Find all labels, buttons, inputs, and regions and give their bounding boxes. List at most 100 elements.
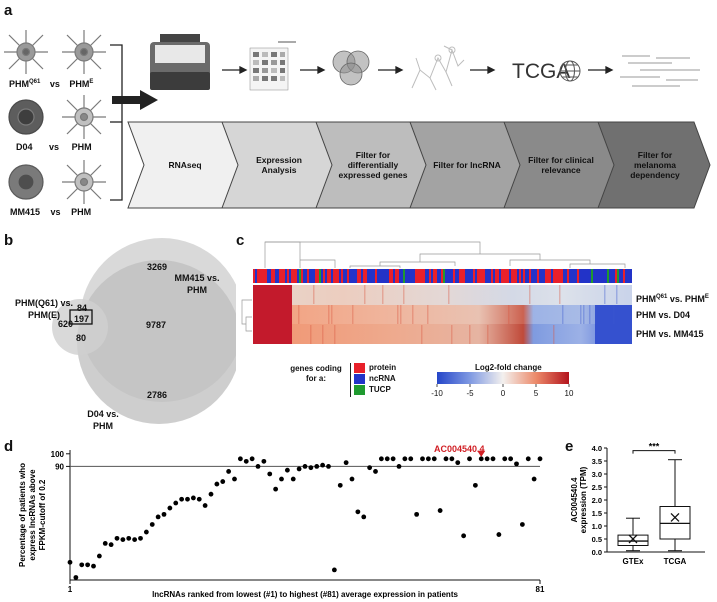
panel-letter-a: a [4, 2, 13, 19]
legend-item-protein: protein [354, 362, 396, 373]
annotation-protein [453, 269, 455, 283]
pipeline-chevrons [127, 121, 711, 209]
legend-divider [350, 363, 351, 397]
panel-letter-c: c [236, 232, 245, 249]
data-point [108, 542, 114, 548]
y-axis-label-text: AC004540.4expression (TPM) [570, 466, 588, 533]
annotation-protein [315, 269, 317, 283]
gene-list-icon [620, 55, 700, 87]
box-gtex [617, 517, 649, 552]
colorbar-tick-label: -10 [431, 389, 443, 398]
annotation-protein [435, 269, 437, 283]
data-point [373, 469, 378, 474]
annotation-tucp [607, 269, 609, 283]
annotation-protein [259, 269, 261, 283]
data-point [132, 537, 138, 543]
big-arrow-icon [112, 90, 158, 110]
data-point [279, 476, 284, 482]
bracket-arrow [110, 44, 123, 201]
annotation-protein [483, 269, 485, 283]
lncrna-structure-icon [411, 45, 465, 91]
y-tick-label: 1.5 [592, 509, 602, 518]
heatmap-row-3 [292, 324, 632, 344]
data-point [390, 456, 396, 462]
panel-letter-d: d [4, 438, 14, 455]
pipeline-step-label: Expression Analysis [256, 155, 302, 175]
box-tcga [659, 459, 691, 552]
legend-swatch [354, 362, 365, 373]
data-point [519, 522, 525, 527]
colorbar-tick-label: 0 [501, 389, 506, 398]
legend-item-tucp: TUCP [354, 384, 396, 395]
y-tick-label: 3.0 [592, 470, 602, 479]
venn-circle-d04 [77, 260, 236, 424]
annotation-protein [545, 269, 547, 283]
venn-label-mm415: MM415 vs. PHM [174, 273, 220, 295]
colorbar-ticks: -10 -5 0 5 10 [431, 384, 574, 398]
venn-count-mm415-only: 3269 [147, 262, 168, 272]
annotation-protein [561, 269, 563, 283]
annotation-arrowhead-icon [477, 450, 486, 457]
heatmap [241, 241, 632, 344]
y-tick-label: 2.0 [592, 496, 602, 505]
data-point [384, 456, 390, 462]
annotation-protein [503, 269, 505, 283]
data-point [179, 496, 185, 502]
y-tick-label: 1.0 [592, 522, 602, 531]
annotation-protein [523, 269, 525, 283]
y-tick-label: 2.5 [592, 483, 602, 492]
row-dendrogram [241, 299, 252, 332]
data-point [355, 509, 361, 515]
heatmap-row-2 [292, 305, 632, 324]
annotation-protein [375, 269, 377, 283]
data-point [126, 535, 132, 541]
data-point [437, 508, 443, 513]
comparison-label-1: PHMQ61 vs PHME [9, 79, 94, 89]
data-point [296, 466, 302, 472]
data-point [96, 553, 102, 559]
mini-heatmap-icon [249, 41, 296, 91]
x-tick-label: 1 [68, 585, 73, 594]
annotation-protein [261, 269, 263, 283]
comparison-label-3: MM415 vs PHM [10, 207, 92, 217]
annotation-protein [547, 269, 549, 283]
annotation-protein [359, 269, 361, 283]
data-point [478, 456, 484, 462]
annotation-protein [279, 269, 281, 283]
x-tick-label: GTEx [623, 557, 644, 566]
data-point [537, 456, 543, 462]
annotation-protein [395, 269, 397, 283]
annotation-protein [365, 269, 367, 283]
heatmap-row-1 [292, 285, 632, 305]
melanoma-cell-icon [8, 99, 44, 135]
annotation-protein [287, 269, 289, 283]
annotation-protein [567, 269, 569, 283]
y-tick-label: 0.5 [592, 535, 602, 544]
annotation-protein [477, 269, 479, 283]
data-point [531, 476, 537, 482]
legend-swatch [354, 384, 365, 395]
annotation-protein [419, 269, 421, 283]
data-point [185, 496, 190, 502]
venn-count-d04-only: 2786 [147, 390, 168, 400]
data-point [85, 562, 91, 568]
annotation-protein [397, 269, 399, 283]
data-point [138, 535, 143, 541]
data-point [220, 479, 226, 484]
data-point [226, 469, 232, 474]
annotation-protein [577, 269, 579, 283]
data-point [420, 456, 425, 462]
y-tick-label: 0.0 [592, 548, 602, 557]
annotation-protein [307, 269, 309, 283]
panel-letter-b: b [4, 232, 14, 249]
data-point [237, 456, 243, 462]
data-point [326, 464, 331, 469]
data-point [408, 456, 414, 462]
venn-diagram [52, 238, 236, 424]
legend-label: protein [369, 363, 397, 372]
annotation-protein [441, 269, 443, 283]
data-point [467, 456, 472, 462]
annotation-protein [515, 269, 517, 283]
annotation-protein [417, 269, 419, 283]
y-tick-label: 90 [55, 462, 64, 471]
